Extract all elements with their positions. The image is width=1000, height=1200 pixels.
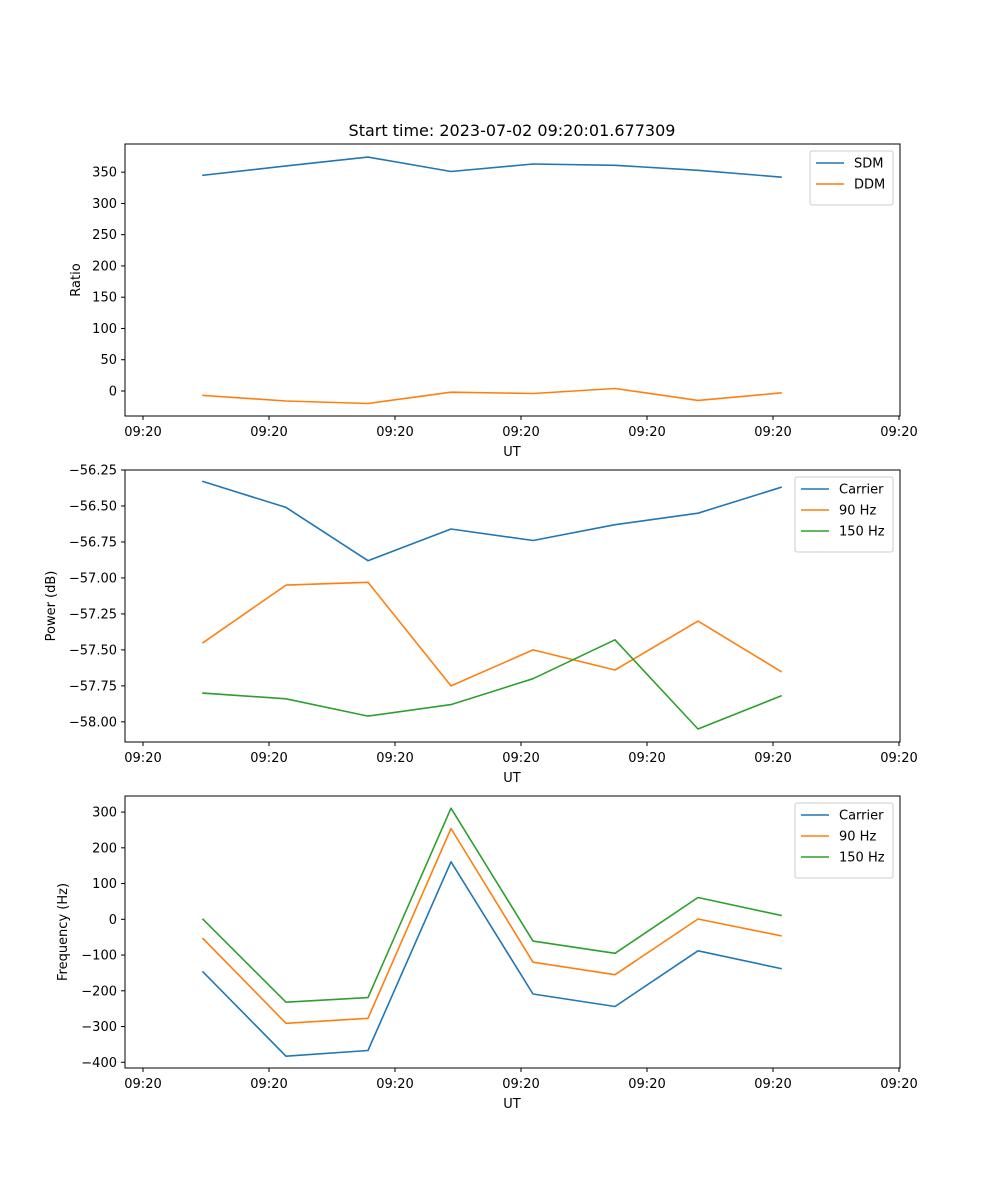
legend: Carrier 90 Hz 150 Hz: [794, 476, 894, 553]
x-tick-label: 09:20: [124, 751, 161, 766]
y-tick-label: 100: [92, 322, 117, 337]
legend-label: Carrier: [839, 483, 884, 498]
legend-label: Carrier: [839, 809, 884, 824]
series-line-carrier: [201, 480, 783, 562]
y-tick-label: −400: [81, 1056, 117, 1071]
y-tick-label: −100: [81, 949, 117, 964]
y-tick-label: −56.25: [69, 464, 117, 479]
y-axis-label: Power (dB): [44, 571, 59, 642]
y-tick-label: 100: [92, 877, 117, 892]
legend: Carrier 90 Hz 150 Hz: [794, 802, 894, 879]
series-line-90-hz: [201, 827, 782, 1025]
y-tick-label: 0: [109, 913, 117, 928]
x-tick-label: 09:20: [502, 425, 539, 440]
x-axis-label: UT: [503, 1097, 521, 1112]
y-tick-label: 300: [92, 806, 117, 821]
series-line-sdm: [202, 156, 782, 178]
legend-box: [809, 150, 894, 206]
y-tick-label: −57.75: [69, 679, 117, 694]
ratio-plot-frame: [124, 143, 901, 417]
series-line-ddm: [202, 387, 782, 405]
y-tick-label: 200: [92, 841, 117, 856]
x-tick-label: 09:20: [502, 751, 539, 766]
x-tick-label: 09:20: [628, 751, 665, 766]
x-tick-label: 09:20: [250, 425, 287, 440]
power-panel: 09:20 09:20 09:20 09:20 09:20 09:20 09:20 −58.0…: [44, 464, 918, 787]
y-tick-label: 0: [109, 384, 117, 399]
chart-title: Start time: 2023-07-02 09:20:01.677309: [349, 121, 676, 140]
x-tick-label: 09:20: [880, 425, 917, 440]
series-line-carrier: [201, 860, 782, 1057]
power-plot-frame: [124, 469, 901, 743]
x-tick-label: 09:20: [754, 1077, 791, 1092]
legend: SDM DDM: [809, 150, 894, 206]
y-tick-label: −57.25: [69, 607, 117, 622]
x-tick-label: 09:20: [880, 751, 917, 766]
x-tick-label: 09:20: [250, 1077, 287, 1092]
x-tick-label: 09:20: [124, 1077, 161, 1092]
x-tick-label: 09:20: [880, 1077, 917, 1092]
y-tick-label: −58.00: [69, 715, 117, 730]
y-axis-label: Ratio: [69, 263, 84, 296]
series-line-90-hz: [201, 581, 783, 687]
y-tick-label: 350: [92, 166, 117, 181]
y-tick-label: −57.50: [69, 643, 117, 658]
legend-label: DDM: [854, 178, 885, 193]
x-axis-label: UT: [503, 445, 521, 460]
x-axis-label: UT: [503, 771, 521, 786]
x-tick-label: 09:20: [376, 751, 413, 766]
legend-label: 90 Hz: [839, 504, 876, 519]
x-tick-label: 09:20: [628, 1077, 665, 1092]
y-tick-label: −200: [81, 984, 117, 999]
x-tick-label: 09:20: [124, 425, 161, 440]
legend-label: 90 Hz: [839, 830, 876, 845]
y-tick-label: 200: [92, 259, 117, 274]
legend-box: [794, 802, 894, 879]
x-tick-label: 09:20: [754, 425, 791, 440]
legend-label: 150 Hz: [839, 851, 885, 866]
frequency-plot-frame: [124, 795, 901, 1069]
y-tick-label: −56.75: [69, 535, 117, 550]
legend-label: 150 Hz: [839, 525, 885, 540]
x-tick-label: 09:20: [376, 1077, 413, 1092]
ratio-panel: Start time: 2023-07-02 09:20:01.677309 0…: [69, 121, 918, 460]
y-axis-label: Frequency (Hz): [56, 883, 71, 981]
y-tick-label: −57.00: [69, 571, 117, 586]
x-tick-label: 09:20: [502, 1077, 539, 1092]
x-tick-label: 09:20: [376, 425, 413, 440]
legend-box: [794, 476, 894, 553]
series-line-150-hz: [202, 638, 783, 730]
y-tick-label: 150: [92, 291, 117, 306]
y-tick-label: 250: [92, 228, 117, 243]
y-tick-label: −300: [81, 1020, 117, 1035]
x-tick-label: 09:20: [250, 751, 287, 766]
y-tick-label: −56.50: [69, 499, 117, 514]
x-tick-label: 09:20: [628, 425, 665, 440]
x-tick-label: 09:20: [754, 751, 791, 766]
y-tick-label: 300: [92, 197, 117, 212]
series-line-150-hz: [201, 807, 782, 1004]
frequency-panel: 09:20 09:20 09:20 09:20 09:20 09:20 09:20 −400 −…: [56, 795, 918, 1112]
legend-label: SDM: [854, 157, 883, 172]
y-tick-label: 50: [100, 353, 117, 368]
